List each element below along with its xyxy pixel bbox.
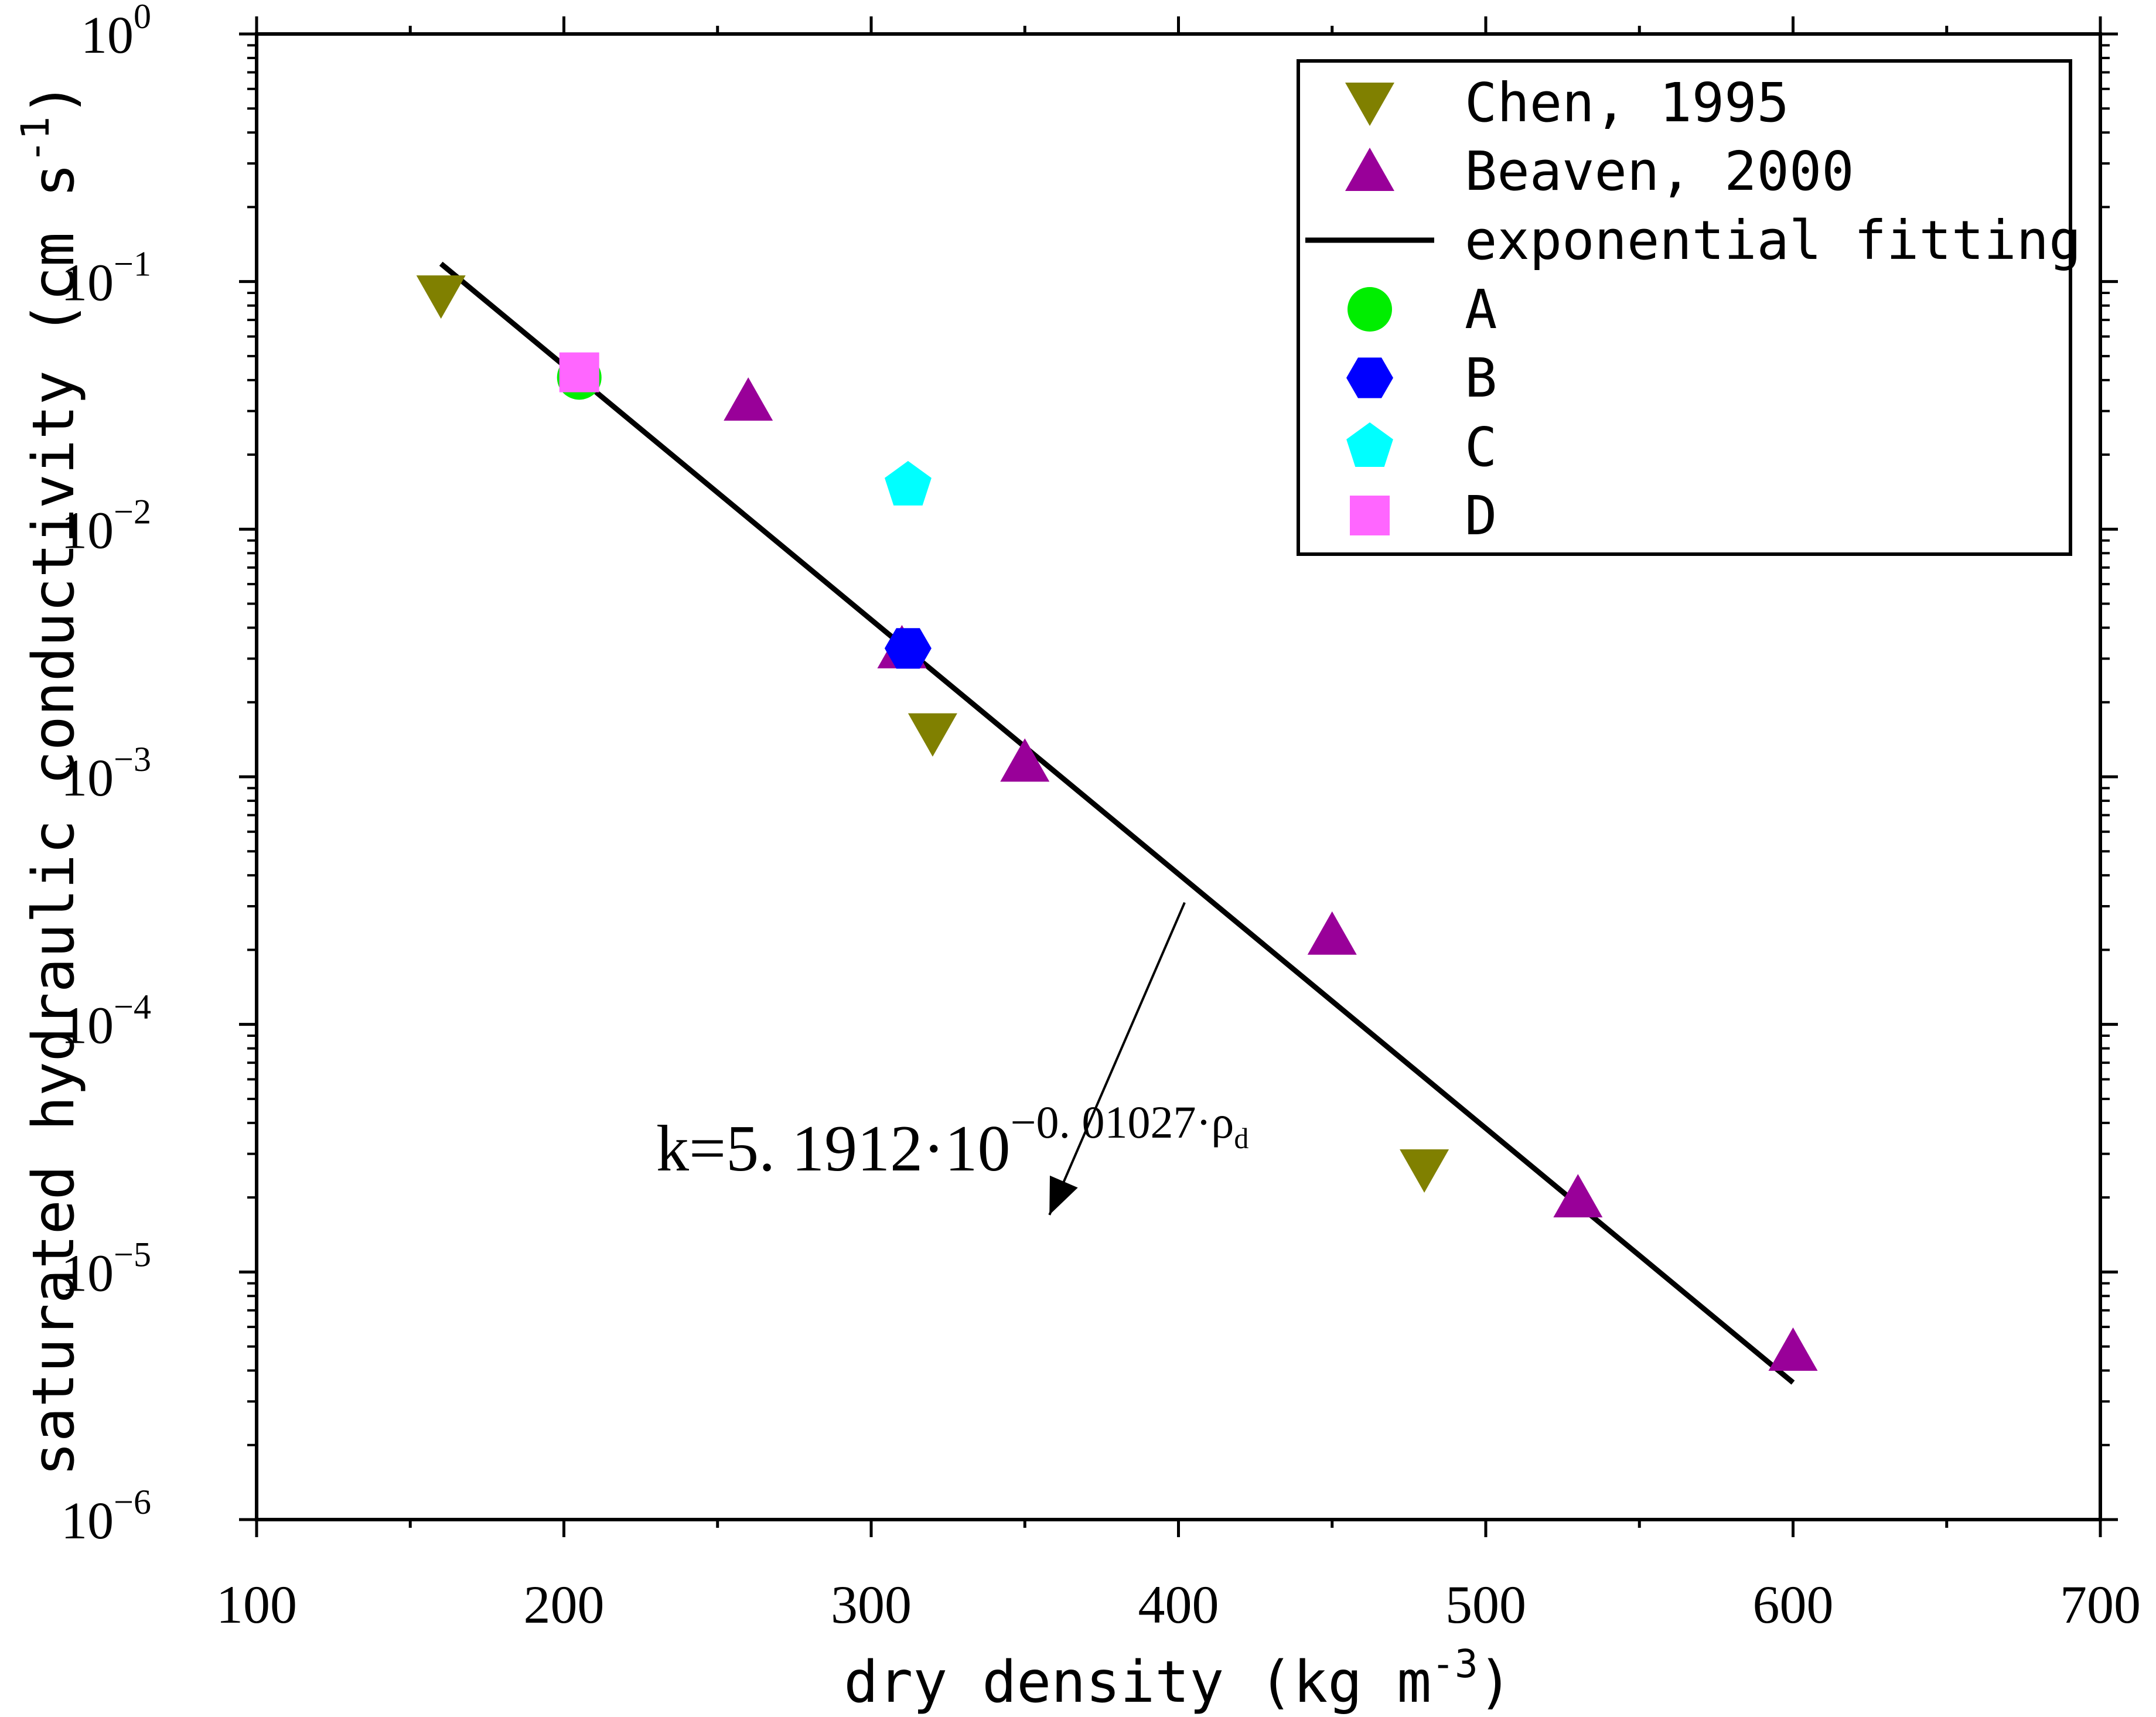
axis-layer: 100 200 300 400 500 600 700 10−6 10−5 10−4 10−3 10−… [61, 0, 2141, 1634]
y-tick-label: 10−6 [61, 1483, 151, 1550]
point-chen-1995-3 [1400, 1149, 1449, 1193]
point-beaven-2000-4 [1307, 911, 1357, 955]
point-chen-1995-2 [908, 713, 957, 757]
point-beaven-2000-6 [1768, 1327, 1818, 1371]
point-beaven-2000-5 [1553, 1174, 1603, 1218]
x-axis-label: dry density (kg m-3) [844, 1641, 1513, 1716]
legend-label-chen-1995: Chen, 1995 [1465, 71, 1789, 134]
legend-label-beaven-2000: Beaven, 2000 [1465, 140, 1854, 203]
point-beaven-2000-3 [1000, 738, 1050, 782]
legend-label-b: B [1465, 347, 1497, 409]
point-d-1 [559, 352, 599, 392]
legend-marker-b [1346, 357, 1393, 398]
annotation-arrowhead [1049, 1175, 1078, 1215]
y-tick-label: 10−2 [61, 492, 151, 559]
point-b-1 [884, 628, 932, 669]
y-tick-label: 10−3 [61, 740, 151, 807]
x-tick-label: 100 [216, 1575, 297, 1634]
annotation-arrow-line [1048, 902, 1186, 1216]
point-beaven-2000-1 [724, 377, 773, 421]
x-tick-label: 600 [1753, 1575, 1834, 1634]
y-tick-label: 10−1 [61, 245, 151, 312]
plot-layer [416, 261, 1818, 1385]
x-tick-label: 200 [524, 1575, 605, 1634]
legend-label-d: D [1465, 484, 1497, 547]
y-tick-label: 10−5 [61, 1235, 151, 1302]
legend-marker-d [1350, 496, 1390, 535]
x-tick-label: 300 [831, 1575, 912, 1634]
legend-frame [1297, 59, 2072, 556]
legend-label-a: A [1465, 278, 1497, 341]
y-tick-label: 100 [81, 0, 151, 64]
x-tick-label: 700 [2060, 1575, 2141, 1634]
x-tick-label: 400 [1138, 1575, 1219, 1634]
x-tick-label: 500 [1445, 1575, 1526, 1634]
y-axis-label: saturated hydraulic conductivity (cm s-1… [13, 82, 87, 1477]
legend-marker-a [1348, 287, 1392, 332]
y-tick-label: 10−4 [61, 988, 151, 1055]
point-chen-1995-1 [416, 275, 466, 319]
point-c-1 [885, 460, 932, 506]
legend-marker-beaven-2000 [1345, 148, 1394, 191]
fit-equation: k=5. 1912·10−0. 01027·ρd [656, 1097, 1248, 1185]
legend-marker-c [1346, 422, 1393, 467]
legend-marker-chen-1995 [1345, 83, 1394, 126]
legend-label-c: C [1465, 416, 1497, 479]
legend-label-exponential-fitting: exponential fitting [1465, 209, 2081, 272]
